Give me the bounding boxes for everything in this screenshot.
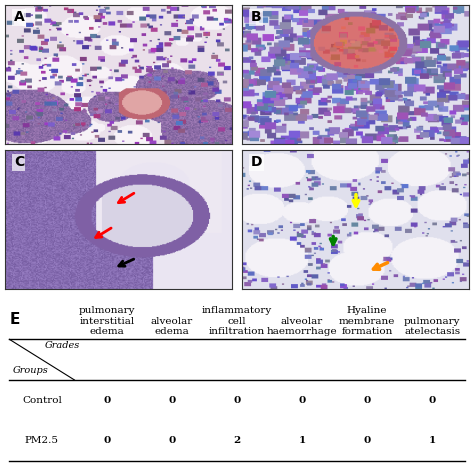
Text: alveolar
haemorrhage: alveolar haemorrhage — [267, 317, 337, 336]
Text: PM2.5: PM2.5 — [25, 437, 59, 446]
Text: Grades: Grades — [45, 341, 81, 350]
Text: 0: 0 — [299, 396, 306, 405]
Text: D: D — [251, 155, 262, 169]
Text: 0: 0 — [103, 396, 110, 405]
Text: 0: 0 — [168, 396, 175, 405]
Text: 0: 0 — [168, 437, 175, 446]
Text: B: B — [251, 10, 261, 24]
Text: 0: 0 — [428, 396, 436, 405]
Text: inflammatory
cell
infiltration: inflammatory cell infiltration — [202, 306, 272, 336]
Text: 0: 0 — [364, 396, 371, 405]
Text: Control: Control — [22, 396, 62, 405]
Text: 0: 0 — [364, 437, 371, 446]
Text: C: C — [14, 155, 24, 169]
Text: alveolar
edema: alveolar edema — [151, 317, 193, 336]
Text: 1: 1 — [428, 437, 436, 446]
Text: Groups: Groups — [13, 366, 48, 375]
Text: Hyaline
membrane
formation: Hyaline membrane formation — [339, 306, 395, 336]
Text: 1: 1 — [299, 437, 306, 446]
Text: A: A — [14, 10, 25, 24]
Text: pulmonary
atelectasis: pulmonary atelectasis — [404, 317, 460, 336]
Text: E: E — [9, 312, 20, 327]
Text: 0: 0 — [103, 437, 110, 446]
Text: 2: 2 — [233, 437, 241, 446]
Text: pulmonary
interstitial
edema: pulmonary interstitial edema — [79, 306, 135, 336]
Text: 0: 0 — [233, 396, 241, 405]
